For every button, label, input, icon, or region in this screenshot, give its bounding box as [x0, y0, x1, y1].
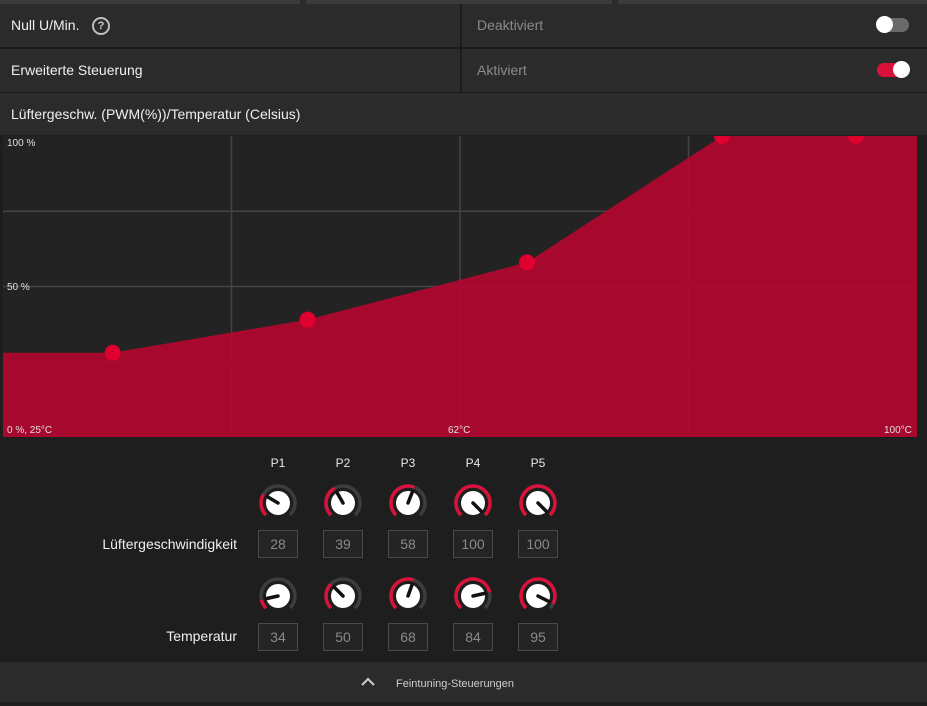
dial-pointer [264, 594, 280, 601]
dial-level [324, 486, 336, 517]
temperature-dial-p3[interactable] [388, 576, 428, 616]
dial-pointer [536, 501, 549, 514]
top-tab-strip [0, 0, 927, 4]
fan-speed-input-p2[interactable]: 39 [323, 530, 363, 558]
point-header: P1 [270, 456, 286, 470]
toggle-knob [876, 16, 893, 33]
fan-curve-area [3, 136, 917, 437]
advanced-control-status: Aktiviert [477, 62, 527, 78]
curve-point-p2[interactable] [299, 311, 316, 328]
divider [460, 49, 462, 92]
dial-level [259, 599, 268, 610]
fan-speed-dial-p1[interactable] [258, 483, 298, 523]
fan-speed-dial-p5[interactable] [518, 483, 558, 523]
toggle-knob [893, 61, 910, 78]
dial-track [259, 577, 297, 610]
fan-speed-input-p1[interactable]: 28 [258, 530, 298, 558]
temperature-label: Temperatur [166, 628, 237, 644]
y-max-label: 100 % [7, 138, 36, 149]
temperature-dial-p2[interactable] [323, 576, 363, 616]
advanced-control-label: Erweiterte Steuerung [11, 62, 143, 78]
dial-level [519, 484, 557, 517]
point-header: P3 [400, 456, 416, 470]
temperature-dial-p1[interactable] [258, 576, 298, 616]
divider [460, 4, 462, 47]
help-icon[interactable]: ? [92, 17, 110, 35]
y-mid-label: 50 % [7, 282, 30, 293]
temperature-input-p2[interactable]: 50 [323, 623, 363, 651]
dial-level [389, 484, 415, 517]
zero-rpm-row: Null U/Min. ? Deaktiviert [0, 4, 927, 47]
fan-speed-input-p5[interactable]: 100 [518, 530, 558, 558]
advanced-control-toggle[interactable] [877, 61, 910, 78]
fan-speed-dial-p2[interactable] [323, 483, 363, 523]
fine-tuning-label: Feintuning-Steuerungen [396, 678, 515, 690]
x-mid-label: 62°C [448, 425, 471, 436]
zero-rpm-label: Null U/Min. [11, 17, 80, 33]
tab-indicator [0, 0, 300, 4]
temperature-input-p5[interactable]: 95 [518, 623, 558, 651]
row-separator [0, 92, 927, 93]
curve-point-p3[interactable] [519, 254, 536, 271]
fan-speed-dial-p4[interactable] [453, 483, 493, 523]
chart-title: Lüftergeschw. (PWM(%))/Temperatur (Celsi… [11, 106, 301, 122]
point-header: P2 [335, 456, 351, 470]
temperature-input-p4[interactable]: 84 [453, 623, 493, 651]
advanced-control-row: Erweiterte Steuerung Aktiviert [0, 49, 927, 92]
row-separator [0, 47, 927, 49]
dial-level [259, 493, 268, 517]
point-header: P5 [530, 456, 546, 470]
tab-indicator [306, 0, 612, 4]
temperature-input-p3[interactable]: 68 [388, 623, 428, 651]
dial-pointer [471, 501, 484, 514]
dial-level [454, 484, 492, 517]
dial-pointer [335, 490, 345, 505]
fan-speed-label: Lüftergeschwindigkeit [102, 536, 237, 552]
dial-level [454, 577, 492, 610]
dial-level [324, 582, 333, 610]
point-header: P4 [465, 456, 481, 470]
dial-pointer [332, 585, 345, 598]
fine-tuning-toggle-bar[interactable]: Feintuning-Steuerungen [0, 662, 927, 702]
chart-header: Lüftergeschw. (PWM(%))/Temperatur (Celsi… [0, 93, 927, 135]
dial-level [389, 577, 415, 610]
dial-pointer [265, 495, 280, 505]
zero-rpm-toggle[interactable] [876, 16, 909, 33]
chevron-up-icon [361, 677, 375, 686]
dial-pointer [406, 582, 414, 598]
temperature-input-p1[interactable]: 34 [258, 623, 298, 651]
dial-pointer [471, 591, 487, 598]
fan-curve-chart[interactable]: 100 % 50 % 0 %, 25°C 62°C 100°C [3, 128, 917, 437]
tab-indicator [618, 0, 927, 4]
fan-curve-svg [3, 128, 917, 437]
fan-speed-dial-p3[interactable] [388, 483, 428, 523]
temperature-dial-p4[interactable] [453, 576, 493, 616]
temperature-dial-p5[interactable] [518, 576, 558, 616]
fan-speed-input-p3[interactable]: 58 [388, 530, 428, 558]
zero-rpm-status: Deaktiviert [477, 17, 544, 33]
curve-point-p1[interactable] [104, 344, 121, 361]
fine-tuning-panel: P1 P2 P3 P4 P5 Lüftergeschwindigkeit Tem… [0, 437, 927, 662]
origin-label: 0 %, 25°C [7, 425, 53, 436]
fan-speed-input-p4[interactable]: 100 [453, 530, 493, 558]
dial-level [519, 577, 557, 610]
dial-pointer [406, 490, 415, 505]
x-max-label: 100°C [884, 425, 912, 436]
dial-pointer [536, 594, 551, 604]
